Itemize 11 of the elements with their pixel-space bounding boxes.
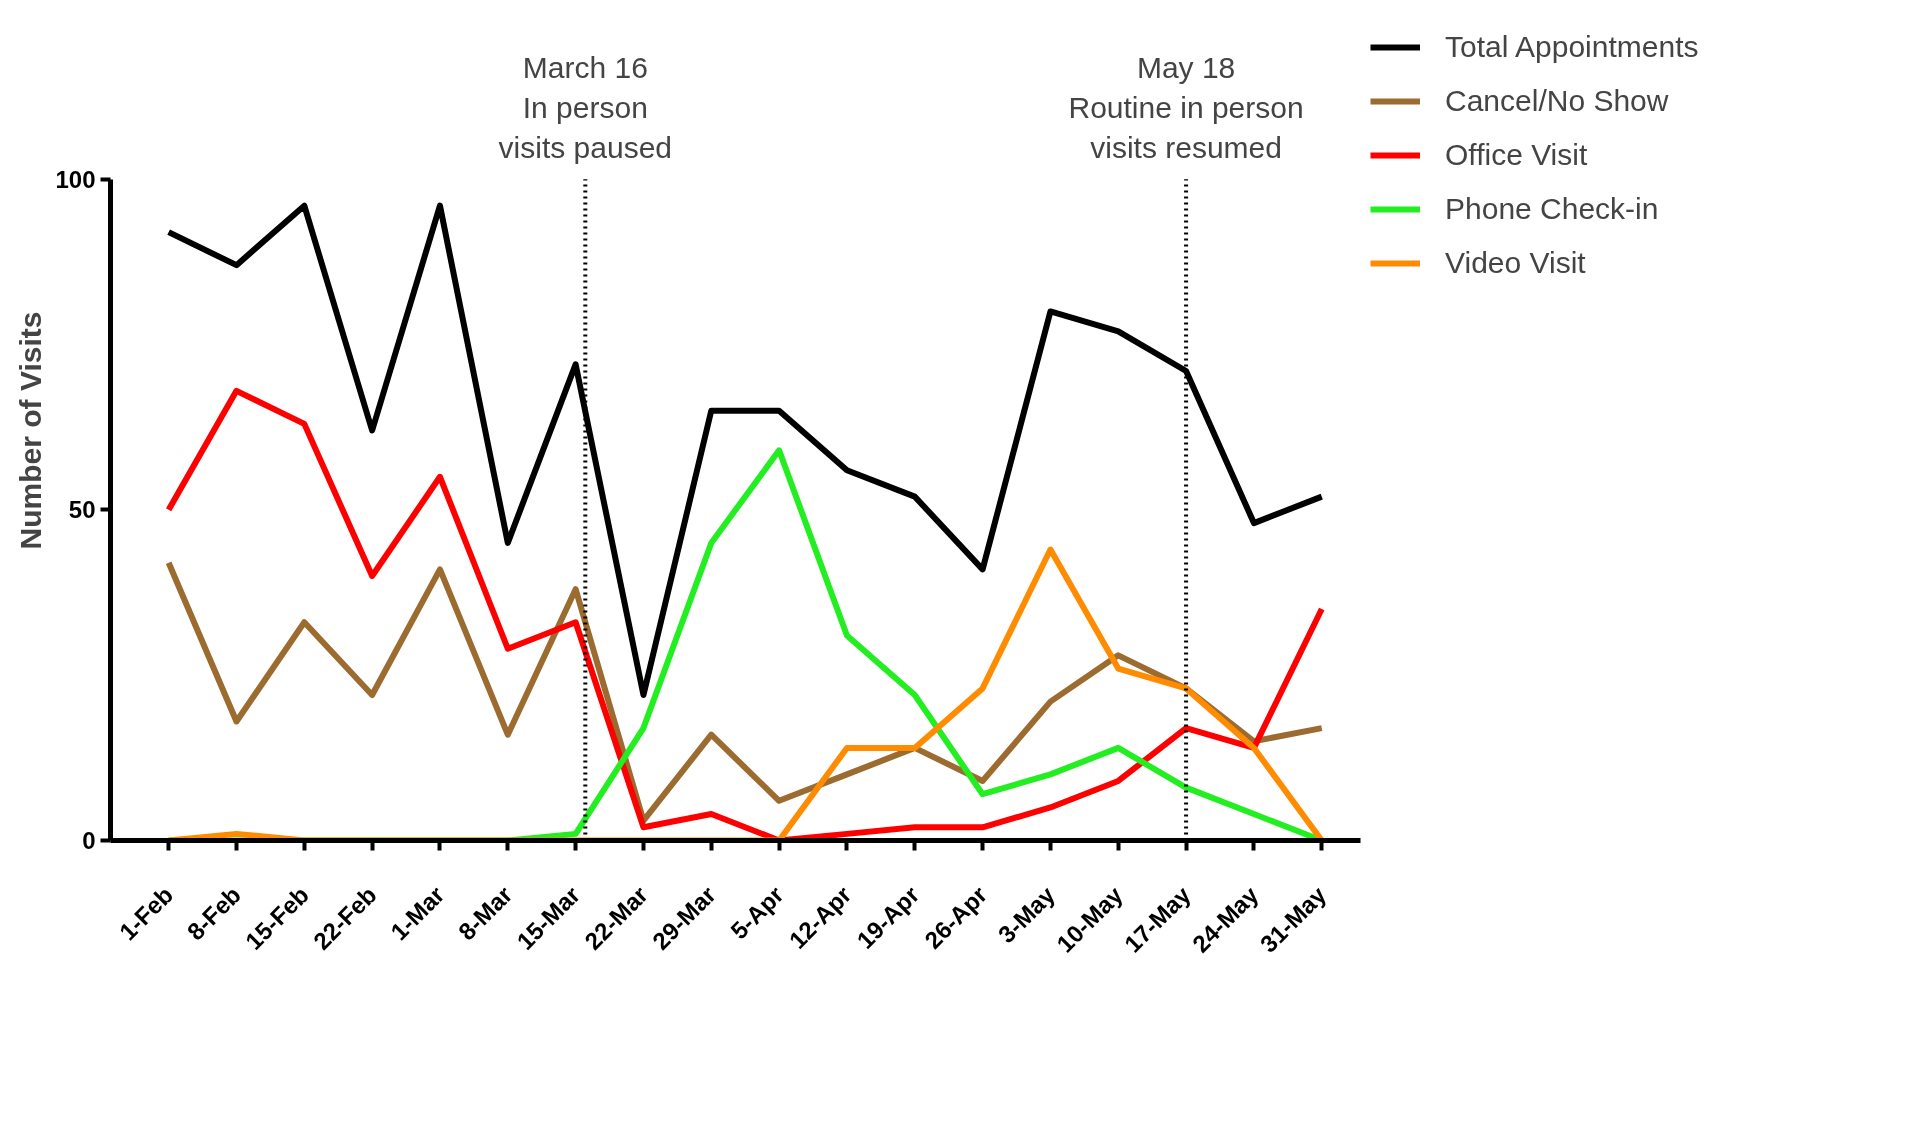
legend-label: Office Visit: [1445, 138, 1588, 172]
y-tick-label: 0: [82, 827, 96, 854]
ref-line-label: March 16 In person visits paused: [498, 51, 673, 165]
legend-label: Video Visit: [1445, 246, 1586, 280]
legend-label: Cancel/No Show: [1445, 84, 1669, 118]
y-axis-title: Number of Visits: [14, 311, 48, 550]
y-tick-label: 100: [55, 165, 96, 193]
legend-label: Phone Check-in: [1445, 192, 1659, 226]
y-tick-label: 50: [68, 496, 96, 524]
legend-label: Total Appointments: [1445, 30, 1699, 64]
ref-line-label: May 18 Routine in person visits resumed: [1068, 51, 1304, 165]
